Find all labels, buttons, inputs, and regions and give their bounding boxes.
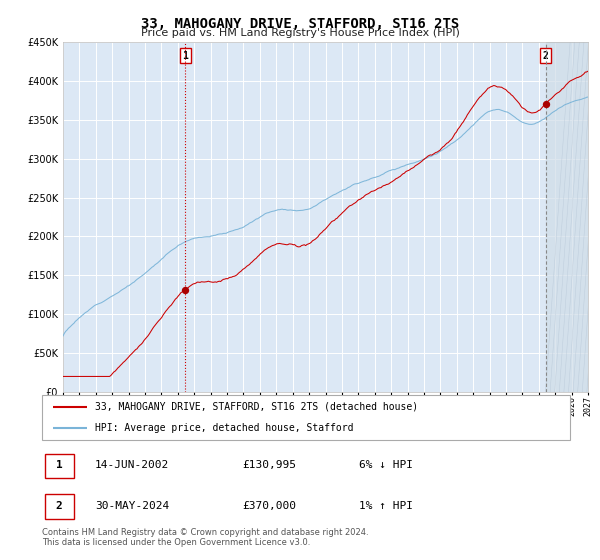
Text: 2: 2 [542,51,548,60]
Text: HPI: Average price, detached house, Stafford: HPI: Average price, detached house, Staf… [95,422,353,432]
Text: 1: 1 [182,51,188,60]
FancyBboxPatch shape [44,454,74,478]
Text: Price paid vs. HM Land Registry's House Price Index (HPI): Price paid vs. HM Land Registry's House … [140,28,460,38]
Text: 6% ↓ HPI: 6% ↓ HPI [359,460,413,470]
Text: 14-JUN-2002: 14-JUN-2002 [95,460,169,470]
Bar [545,42,588,392]
Point [541,100,550,109]
FancyBboxPatch shape [44,494,74,519]
Text: £130,995: £130,995 [242,460,296,470]
Text: Contains HM Land Registry data © Crown copyright and database right 2024.
This d: Contains HM Land Registry data © Crown c… [42,528,368,547]
Text: £370,000: £370,000 [242,501,296,511]
Text: 33, MAHOGANY DRIVE, STAFFORD, ST16 2TS (detached house): 33, MAHOGANY DRIVE, STAFFORD, ST16 2TS (… [95,402,418,412]
Text: 33, MAHOGANY DRIVE, STAFFORD, ST16 2TS: 33, MAHOGANY DRIVE, STAFFORD, ST16 2TS [141,17,459,31]
FancyBboxPatch shape [42,395,570,440]
Point [181,286,190,295]
Text: 1% ↑ HPI: 1% ↑ HPI [359,501,413,511]
Text: 2: 2 [56,501,62,511]
Text: 30-MAY-2024: 30-MAY-2024 [95,501,169,511]
Text: 1: 1 [56,460,62,470]
